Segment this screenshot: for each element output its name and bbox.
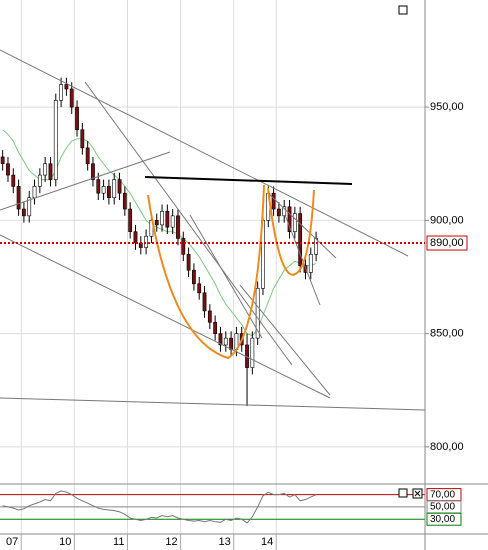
y-tick-label: 850,00: [430, 328, 464, 340]
candle-body: [101, 186, 106, 194]
candle-body: [96, 179, 101, 194]
x-tick-label: 12: [165, 536, 177, 548]
candle-body: [16, 186, 21, 210]
cup-arc: [147, 184, 265, 360]
candle-body: [85, 147, 90, 165]
candle-body: [154, 220, 159, 226]
candle-body: [223, 337, 228, 346]
candle-body: [181, 238, 186, 255]
candle-body: [37, 174, 42, 187]
candle-body: [229, 337, 233, 350]
candle-body: [43, 163, 48, 176]
candle-body: [271, 192, 276, 210]
candle-body: [144, 235, 148, 248]
candle-body: [314, 238, 318, 255]
candle-body: [282, 206, 287, 217]
x-tick-label: 10: [59, 536, 71, 548]
close-icon: [414, 490, 421, 497]
marks: [0, 77, 318, 524]
candle-body: [128, 208, 133, 232]
candle-body: [6, 163, 10, 176]
y-tick-label: 50,00: [430, 502, 455, 513]
maximize-button[interactable]: [398, 5, 408, 15]
trend-line: [84, 81, 293, 366]
candle-body: [91, 163, 95, 180]
candle-body: [22, 208, 26, 217]
candle-body: [197, 283, 202, 294]
y-tick-label: 900,00: [430, 214, 464, 226]
x-tick-label: 07: [6, 536, 18, 548]
candle-body: [80, 129, 85, 149]
trend-line: [0, 397, 426, 411]
candle-body: [218, 333, 223, 346]
candle-body: [170, 215, 175, 228]
candle-body: [176, 215, 180, 239]
price-label-box: [426, 235, 468, 251]
candle-body: [160, 211, 164, 226]
y-tick-label: 30,00: [430, 514, 455, 525]
candle-body: [292, 213, 297, 232]
candle-body: [64, 84, 69, 90]
x-tick-label: 11: [113, 536, 124, 548]
maximize-button[interactable]: [398, 488, 408, 498]
candle-body: [213, 321, 218, 334]
trend-line: [284, 214, 321, 306]
level-label-box: [426, 512, 462, 526]
candle-body: [69, 88, 74, 108]
candle-body: [298, 213, 303, 266]
candle-body: [287, 206, 292, 232]
candle-body: [207, 310, 212, 323]
handle-arc: [267, 187, 315, 276]
candle-body: [303, 265, 308, 273]
trend-line: [0, 151, 171, 211]
candle-body: [277, 208, 281, 217]
x-tick-label: 14: [261, 536, 273, 548]
candle-body: [255, 288, 260, 339]
candle-body: [27, 197, 32, 217]
candle-body: [122, 192, 127, 210]
candle-body: [250, 337, 255, 368]
trend-line: [269, 194, 337, 259]
price-label: 890,00: [430, 237, 464, 249]
candle-body: [202, 292, 207, 312]
candle-body: [59, 84, 63, 101]
candle-body: [32, 186, 37, 199]
candle-body: [186, 254, 191, 271]
candle-body: [192, 269, 196, 285]
candle-body: [11, 174, 16, 187]
candle-body: [117, 179, 122, 194]
candle-body: [0, 156, 5, 165]
candle-body: [48, 163, 53, 180]
candle-body: [107, 186, 111, 199]
trend-line: [239, 284, 331, 396]
oscillator-line: [2, 490, 317, 524]
x-tick-label: 13: [218, 536, 230, 548]
neckline: [144, 176, 353, 185]
candle-body: [133, 231, 138, 244]
candle-body: [112, 179, 117, 199]
y-tick-label: 800,00: [430, 441, 464, 453]
candle-body: [53, 100, 58, 180]
drawings: [0, 49, 426, 411]
trend-line: [0, 234, 331, 399]
y-tick-label: 950,00: [430, 101, 464, 113]
trend-line: [0, 49, 409, 257]
candle-body: [308, 254, 313, 273]
y-tick-label: 70,00: [430, 489, 455, 500]
candle-body: [75, 106, 79, 131]
candle-body: [165, 211, 170, 228]
